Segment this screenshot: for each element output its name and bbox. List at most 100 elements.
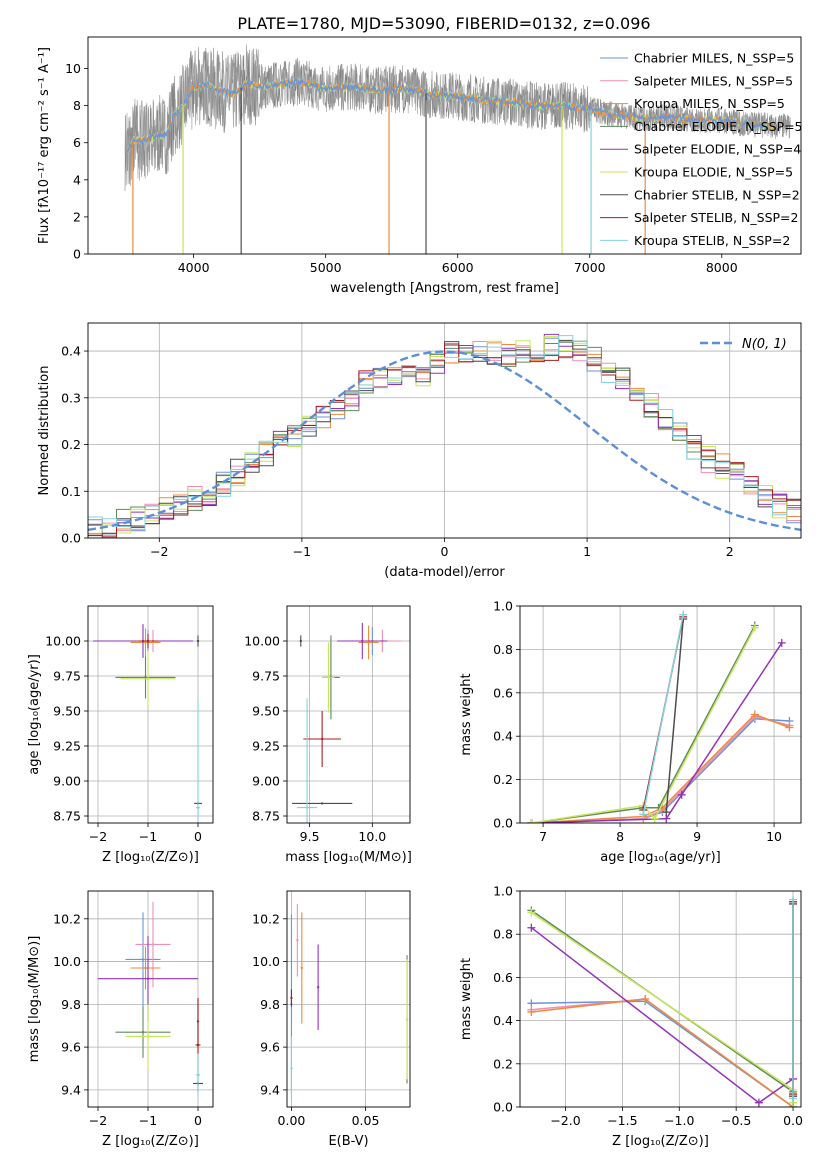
x-tick-label: −2	[89, 1113, 107, 1128]
x-tick-label: 0	[441, 544, 449, 559]
y-tick-label: 9.8	[260, 997, 280, 1012]
panel-age_vs_mass: 9.5 10.0 8.75 9.00 9.25 9.50 9.75 10.00 mass [lo…	[244, 605, 412, 865]
errorbar-center	[316, 986, 320, 989]
histogram-series-8	[88, 335, 801, 530]
errorbar-point	[196, 698, 200, 823]
x-tick-label: −1	[139, 829, 157, 844]
x-tick-label: 7	[539, 829, 547, 844]
axes-frame	[87, 322, 802, 539]
weight-series-5	[531, 627, 756, 823]
errorbar-center	[196, 639, 200, 643]
y-axis-label: mass weight	[459, 958, 474, 1040]
legend-label-1: Salpeter MILES, N_SSP=5	[634, 73, 793, 88]
legend-label-normal: N(0, 1)	[742, 337, 787, 352]
weight-marker	[527, 908, 536, 917]
y-tick-label: 8.75	[53, 809, 81, 824]
y-tick-label: 0	[73, 247, 81, 262]
y-axis-label: Flux [fλ10⁻¹⁷ erg cm⁻² s⁻¹ A⁻¹]	[37, 47, 52, 244]
y-tick-label: 8	[73, 98, 81, 113]
spectrum-data-trace	[124, 44, 791, 186]
errorbar-point	[292, 802, 353, 805]
errorbar-center	[290, 1067, 293, 1070]
x-tick-label: −1.5	[607, 1113, 637, 1128]
panel-residuals: −2 −1 0 1 2 0.0 0.1 0.2 0.3 0.4 (data-model)/error…	[37, 322, 802, 580]
errorbar-point	[300, 912, 304, 1024]
y-tick-label: 0.2	[493, 1056, 513, 1071]
x-tick-label: 2	[726, 544, 734, 559]
errorbar-center	[320, 802, 324, 805]
y-tick-label: 9.25	[252, 739, 280, 754]
weight-marker	[527, 819, 536, 823]
panel-weight_vs_age: 7 8 9 10 0.0 0.2 0.4 0.6 0.8 1.0 age [log₁₀(age/yr…	[459, 599, 802, 865]
normal-reference-curve	[88, 350, 801, 531]
x-axis-label: E(B-V)	[328, 1134, 368, 1149]
y-tick-label: 1.0	[493, 599, 513, 614]
x-tick-label: 0	[194, 1113, 202, 1128]
weight-series-6	[665, 618, 684, 813]
y-tick-label: 9.50	[53, 704, 81, 719]
plot-area	[520, 606, 801, 823]
x-tick-label: −2.0	[550, 1113, 580, 1128]
errorbar-center	[299, 639, 303, 643]
y-tick-label: 9.4	[61, 1082, 81, 1097]
weight-marker	[662, 808, 671, 817]
y-tick-label: 9.25	[53, 739, 81, 754]
errorbar-point	[299, 635, 303, 647]
x-tick-label: 8000	[706, 260, 738, 275]
errorbar-point	[297, 698, 318, 823]
weight-series-4	[531, 642, 783, 823]
axes-frame	[87, 605, 214, 824]
axes-frame	[286, 605, 411, 824]
errorbar-point	[196, 635, 200, 647]
x-tick-label: −0.5	[721, 1113, 751, 1128]
errorbar-point	[138, 634, 158, 648]
spectrum-title: PLATE=1780, MJD=53090, FIBERID=0132, z=0…	[237, 14, 650, 33]
errorbar-point	[130, 946, 161, 990]
x-tick-label: 0.05	[352, 1113, 380, 1128]
weight-marker	[641, 995, 650, 1003]
x-axis-label: Z [log₁₀(Z/Z⊙)]	[102, 850, 199, 865]
y-tick-label: 9.00	[53, 774, 81, 789]
errorbar-point	[130, 628, 161, 657]
errorbar-center	[296, 938, 299, 942]
y-tick-label: 0.6	[493, 685, 513, 700]
y-tick-label: 0.0	[61, 531, 81, 546]
y-tick-label: 0.4	[493, 1013, 513, 1028]
y-tick-label: 4	[73, 172, 81, 187]
y-tick-label: 0.4	[61, 344, 81, 359]
x-axis-label: mass [log₁₀(M/M⊙)]	[285, 850, 412, 865]
plot-area	[88, 606, 213, 823]
errorbar-point	[405, 959, 409, 1080]
y-tick-label: 0.1	[61, 484, 81, 499]
plot-area	[124, 44, 791, 254]
y-axis-label: age [log₁₀(age/yr)]	[27, 654, 42, 775]
legend-label-6: Chabrier STELIB, N_SSP=2	[634, 187, 800, 202]
legend-label-0: Chabrier MILES, N_SSP=5	[634, 51, 794, 66]
errorbar-center	[146, 977, 150, 980]
legend-label-5: Kroupa ELODIE, N_SSP=5	[634, 165, 793, 180]
y-tick-label: 10.2	[53, 911, 81, 926]
errorbar-center	[196, 1043, 200, 1047]
x-axis-label: Z [log₁₀(Z/Z⊙)]	[102, 1134, 199, 1149]
y-tick-label: 0.8	[493, 927, 513, 942]
x-tick-label: −1.0	[664, 1113, 694, 1128]
panel-age_vs_Z: −2 −1 0 8.75 9.00 9.25 9.50 9.75 10.00 Z [log₁₀(Z…	[27, 605, 214, 865]
y-tick-label: 1.0	[493, 884, 513, 899]
y-tick-label: 10	[65, 61, 81, 76]
errorbar-point	[337, 622, 388, 660]
axes-frame	[87, 890, 214, 1108]
x-tick-label: 6000	[442, 260, 474, 275]
y-tick-label: 6	[73, 135, 81, 150]
histogram-series-7	[88, 344, 801, 537]
errorbar-center	[305, 806, 309, 809]
y-tick-label: 10.2	[252, 911, 280, 926]
axes-frame	[519, 890, 802, 1108]
x-axis-label: age [log₁₀(age/yr)]	[600, 850, 721, 865]
errorbar-point	[115, 1006, 171, 1058]
axes-frame	[87, 36, 802, 255]
errorbar-point	[290, 1036, 293, 1101]
errorbar-center	[146, 677, 150, 680]
weight-marker	[785, 723, 794, 732]
y-tick-label: 10.00	[45, 634, 81, 649]
